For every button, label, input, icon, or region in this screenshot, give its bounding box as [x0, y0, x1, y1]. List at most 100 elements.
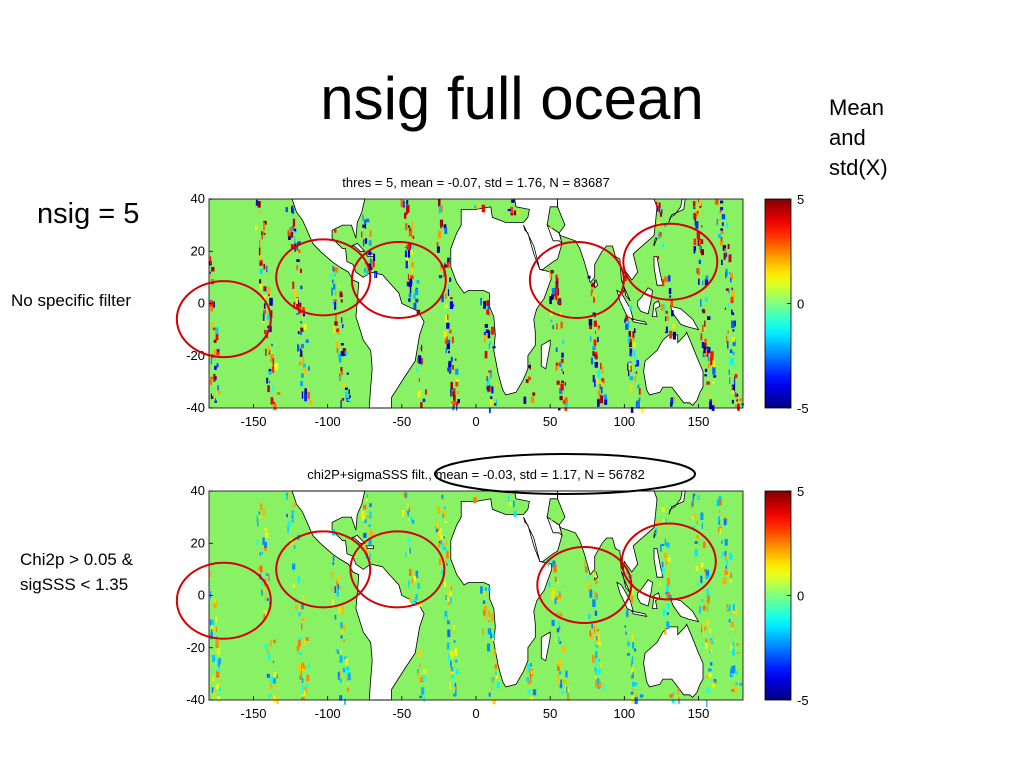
speckle-group [365, 524, 367, 528]
speckle-group [486, 376, 488, 381]
speckle-group [271, 343, 273, 347]
speckle-group [557, 659, 561, 685]
speckle-group [419, 663, 421, 668]
speckle-group [597, 633, 600, 641]
speckle-group [658, 233, 662, 237]
speckle-group [437, 230, 441, 239]
x-tick-label: -50 [392, 414, 411, 429]
speckle-group [331, 586, 333, 593]
x-tick-label: 150 [688, 706, 710, 721]
land-newguinea [669, 597, 700, 623]
speckle-group [664, 304, 666, 312]
colorbar-tick-label: 0 [797, 589, 804, 604]
speckle-group [724, 550, 727, 556]
speckle-group [666, 603, 670, 609]
speckle-group [737, 403, 740, 411]
speckle-group [728, 256, 732, 263]
note-line-1: Mean [829, 95, 885, 120]
speckle-group [724, 248, 727, 252]
speckle-group [634, 697, 638, 705]
speckle-group [629, 384, 633, 392]
speckle-group [210, 271, 214, 327]
speckle-group [405, 260, 408, 269]
speckle-group [209, 271, 211, 274]
speckle-group [662, 279, 665, 287]
speckle-group [334, 301, 337, 310]
speckle-group [696, 211, 699, 214]
speckle-group [734, 364, 737, 367]
speckle-group [263, 303, 266, 309]
speckle-group [299, 332, 303, 335]
speckle-group [631, 337, 635, 341]
speckle-group [712, 360, 716, 367]
speckle-group [729, 357, 732, 366]
speckle-group [557, 361, 559, 369]
speckle-group [337, 332, 340, 335]
speckle-group [301, 391, 304, 399]
speckle-group [361, 231, 363, 238]
land-newguinea [669, 305, 700, 331]
speckle-group [529, 676, 532, 684]
speckle-group [664, 276, 668, 283]
land-borneo [637, 579, 653, 607]
speckle-group [588, 319, 593, 326]
speckle-group [210, 304, 214, 312]
speckle-group [335, 313, 337, 322]
speckle-group [416, 368, 419, 372]
speckle-group [731, 290, 735, 298]
speckle-group [559, 362, 562, 368]
speckle-group [598, 659, 600, 662]
speckle-group [334, 270, 337, 274]
y-tick-label: 40 [191, 191, 205, 206]
x-tick-label: -100 [315, 414, 341, 429]
speckle-group [637, 384, 640, 389]
highlight-circle-3 [350, 240, 447, 319]
speckle-group [361, 510, 365, 517]
speckle-group [420, 347, 422, 350]
speckle-group [704, 338, 707, 343]
mean-std-note: Mean and std(X) [829, 93, 888, 183]
speckle-group [340, 400, 342, 409]
speckle-group [218, 390, 221, 395]
speckle-group [731, 312, 735, 316]
speckle-group [706, 687, 710, 693]
speckle-group [301, 662, 310, 682]
speckle-group [720, 207, 724, 211]
speckle-group [709, 401, 712, 410]
speckle-group [554, 282, 595, 297]
speckle-group [338, 285, 340, 289]
speckle-group [301, 695, 304, 698]
y-tick-label: 20 [191, 243, 205, 258]
speckle-group [296, 265, 299, 270]
highlight-circle-5 [620, 522, 717, 601]
speckle-group [266, 598, 269, 601]
speckle-group [712, 367, 716, 375]
speckle-group [299, 605, 301, 613]
speckle-group [720, 228, 723, 231]
speckle-group [441, 546, 447, 575]
speckle-group [339, 655, 343, 663]
speckle-group [288, 227, 291, 233]
x-tick-label: -150 [240, 414, 266, 429]
speckle-group [292, 563, 296, 570]
speckle-group [713, 679, 717, 683]
speckle-group [413, 302, 417, 310]
speckle-group [259, 269, 263, 274]
speckle-group [670, 397, 673, 400]
speckle-group [721, 222, 724, 226]
highlight-circle-2 [275, 238, 372, 317]
x-tick-label: 50 [543, 706, 557, 721]
land-india-seasia [557, 198, 658, 302]
speckle-group [627, 321, 630, 328]
speckle-group [664, 326, 666, 332]
speckle-group [627, 641, 638, 686]
speckle-group [667, 275, 671, 282]
speckle-group [455, 380, 459, 387]
y-tick-label: -20 [186, 640, 205, 655]
speckle-group [716, 219, 718, 226]
speckle-group [554, 292, 558, 300]
note-line-2: and [829, 125, 866, 150]
speckle-group [661, 567, 665, 574]
x-tick-label: 100 [613, 414, 635, 429]
speckle-group [706, 618, 709, 626]
